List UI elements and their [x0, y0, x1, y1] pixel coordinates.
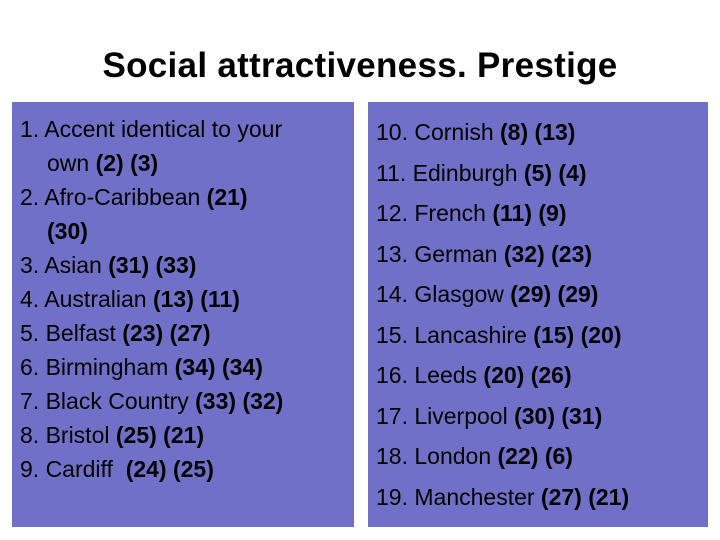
item-label: 1. Accent identical to your: [20, 116, 283, 142]
rank-b: (11): [200, 286, 240, 312]
rank-a: (31): [108, 252, 150, 278]
list-item: 1. Accent identical to your own (2) (3): [20, 112, 354, 180]
list-item: 19. Manchester (27) (21): [376, 477, 708, 518]
item-label: 18. London: [376, 443, 492, 469]
rank-b: (3): [130, 150, 159, 176]
rank-a: (22): [497, 443, 539, 469]
rank-a: (25): [115, 422, 157, 448]
list-item: 8. Bristol (25) (21): [20, 418, 354, 452]
item-label: 5. Belfast: [20, 320, 116, 346]
left-list-panel: 1. Accent identical to your own (2) (3) …: [12, 102, 354, 527]
list-item: 10. Cornish (8) (13): [376, 112, 708, 153]
item-label: 16. Leeds: [376, 362, 478, 388]
item-label-continued: own: [47, 150, 90, 176]
list-item: 12. French (11) (9): [376, 193, 708, 234]
rank-b: (21): [588, 483, 630, 510]
rank-b: (25): [172, 456, 214, 482]
list-item: 9. Cardiff (24) (25): [20, 452, 354, 486]
rank-b: (13): [534, 119, 576, 145]
list-item: 3. Asian (31) (33): [20, 248, 354, 282]
rank-a: (13): [152, 286, 194, 312]
rank-b: (6): [544, 443, 573, 469]
list-item: 5. Belfast (23) (27): [20, 316, 354, 350]
item-label: 13. German: [376, 240, 498, 267]
list-item: 7. Black Country (33) (32): [20, 384, 354, 418]
rank-b: (20): [580, 321, 622, 348]
rank-b: (29): [557, 281, 599, 307]
rank-a: (20): [483, 362, 525, 388]
rank-b: (4): [558, 159, 587, 186]
rank-a: (5): [523, 159, 553, 186]
item-label: 15. Lancashire: [376, 321, 527, 348]
rank-a: (33): [195, 388, 237, 414]
list-item: 2. Afro-Caribbean (21) (30): [20, 180, 354, 248]
right-list-panel: 10. Cornish (8) (13) 11. Edinburgh (5) (…: [368, 102, 708, 527]
rank-b: (32): [242, 388, 284, 414]
item-label: 9. Cardiff: [20, 456, 120, 482]
rank-b: (21): [163, 422, 205, 448]
rank-a: (21): [206, 184, 248, 210]
slide-title: Social attractiveness. Prestige: [102, 46, 618, 85]
item-label: 14. Glasgow: [376, 281, 504, 307]
rank-a: (11): [492, 200, 532, 226]
rank-b: (26): [530, 362, 572, 388]
list-item: 15. Lancashire (15) (20): [376, 315, 708, 356]
list-item: 11. Edinburgh (5) (4): [376, 153, 708, 194]
list-item: 13. German (32) (23): [376, 234, 708, 275]
rank-b: (34): [221, 354, 263, 380]
rank-a: (29): [510, 281, 552, 307]
list-item: 4. Australian (13) (11): [20, 282, 354, 316]
item-label: 10. Cornish: [376, 119, 494, 145]
item-label: 8. Bristol: [20, 422, 110, 448]
rank-b: (30): [47, 218, 88, 244]
item-label: 2. Afro-Caribbean: [20, 184, 201, 210]
rank-b: (23): [551, 240, 593, 267]
rank-b: (33): [155, 252, 197, 278]
rank-b: (31): [561, 402, 603, 429]
list-item: 6. Birmingham (34) (34): [20, 350, 354, 384]
list-item: 14. Glasgow (29) (29): [376, 274, 708, 315]
item-label: 6. Birmingham: [20, 354, 169, 380]
item-label: 19. Manchester: [376, 483, 535, 510]
rank-a: (34): [174, 354, 216, 380]
item-label: 11. Edinburgh: [376, 159, 518, 186]
item-label: 7. Black Country: [20, 388, 189, 414]
rank-a: (27): [540, 483, 582, 510]
item-label: 3. Asian: [20, 252, 102, 278]
rank-a: (30): [514, 402, 555, 429]
rank-b: (27): [169, 320, 211, 346]
item-label: 17. Liverpool: [376, 402, 508, 429]
rank-b: (9): [538, 200, 567, 226]
rank-a: (24): [125, 456, 167, 482]
rank-a: (23): [122, 320, 164, 346]
rank-a: (15): [533, 321, 575, 348]
rank-a: (8): [500, 119, 529, 145]
list-item: 16. Leeds (20) (26): [376, 355, 708, 396]
item-label: 4. Australian: [20, 286, 147, 312]
list-item: 18. London (22) (6): [376, 436, 708, 477]
item-label: 12. French: [376, 200, 486, 226]
rank-a: (32): [503, 240, 545, 267]
list-item: 17. Liverpool (30) (31): [376, 396, 708, 437]
rank-a: (2): [95, 150, 124, 176]
